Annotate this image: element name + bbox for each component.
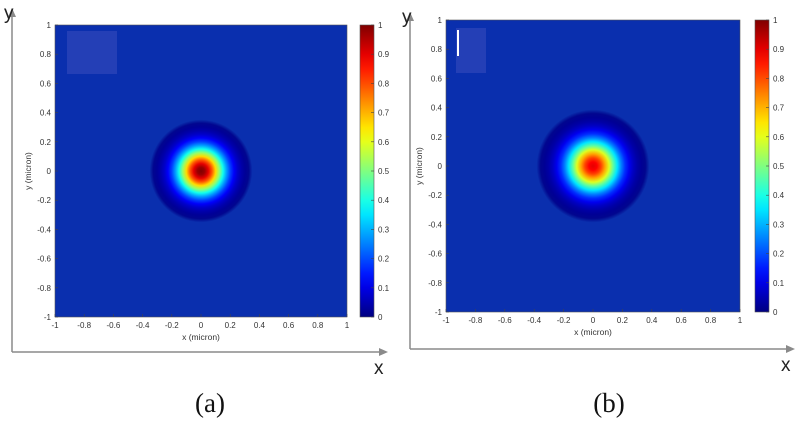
outer-y-arrowhead [406,12,414,21]
colorbar-tick-label: 0.8 [773,74,785,83]
y-tick-label: -0.4 [428,220,442,229]
colorbar-tick-label: 0.6 [378,138,390,147]
y-tick-label: 1 [438,16,443,25]
panel-1: x y -1 -0.8 -0.6 -0.4 -0.2 0 0.2 0.4 0.6 0.8 1 -1 -0.8… [402,7,795,418]
y-axis-label: y (micron) [23,152,33,190]
colorbar-tick-label: 0.3 [378,225,390,234]
x-tick-label: 0.8 [312,321,324,330]
y-tick-label: -0.2 [428,191,442,200]
x-tick-label: 0.4 [646,316,658,325]
colorbar-tick-label: 0.7 [378,109,390,118]
colorbar-tick-label: 0.8 [378,79,390,88]
x-axis-label: x (micron) [574,327,612,337]
x-tick-label: -0.8 [469,316,483,325]
panel-caption: (b) [593,388,624,418]
y-tick-label: 0 [438,162,443,171]
y-tick-label: 0 [47,167,52,176]
y-tick-label: -0.4 [37,225,51,234]
outer-x-label: x [374,358,384,379]
x-tick-label: 1 [345,321,350,330]
x-tick-label: 1 [738,316,743,325]
outer-x-arrowhead [379,348,388,356]
inset-box [67,31,117,74]
colorbar-tick-label: 0.7 [773,104,785,113]
colorbar-tick-label: 0.5 [378,167,390,176]
intensity-spot [149,119,253,223]
colorbar-tick-label: 1 [773,16,778,25]
y-tick-label: 1 [47,21,52,30]
colorbar-tick-label: 0.1 [378,284,390,293]
y-tick-label: -0.2 [37,196,51,205]
y-tick-label: 0.2 [431,133,443,142]
x-tick-label: 0.2 [617,316,629,325]
x-tick-label: 0.6 [283,321,295,330]
y-tick-label: -0.6 [428,250,442,259]
x-tick-label: 0.8 [705,316,717,325]
outer-y-arrowhead [8,8,16,17]
colorbar-tick-label: 0 [378,313,383,322]
x-tick-label: 0 [199,321,204,330]
outer-x-arrowhead [786,345,795,353]
x-tick-label: -0.2 [165,321,179,330]
colorbar-tick-label: 0 [773,308,778,317]
x-tick-label: -0.4 [136,321,150,330]
intensity-spot [536,109,650,223]
y-tick-label: -0.8 [428,279,442,288]
y-tick-label: 0.8 [40,50,52,59]
colorbar-tick-label: 1 [378,21,383,30]
x-tick-label: -0.2 [557,316,571,325]
x-tick-label: -0.6 [498,316,512,325]
y-tick-label: 0.4 [40,109,52,118]
outer-y-label: y [4,3,14,24]
x-tick-label: -1 [442,316,450,325]
colorbar-tick-label: 0.2 [773,250,785,259]
colorbar-tick-label: 0.2 [378,255,390,264]
y-tick-label: 0.6 [40,79,52,88]
inset-box [456,28,486,73]
x-tick-label: 0 [591,316,596,325]
x-axis-label: x (micron) [182,332,220,342]
x-tick-label: -0.8 [77,321,91,330]
x-tick-label: -0.4 [527,316,541,325]
y-axis-label: y (micron) [414,147,424,185]
colorbar-tick-label: 0.3 [773,220,785,229]
colorbar-tick-label: 0.9 [378,50,390,59]
y-tick-label: -0.6 [37,255,51,264]
colorbar-tick-label: 0.4 [378,196,390,205]
outer-y-label: y [402,7,412,28]
x-tick-label: 0.2 [225,321,237,330]
colorbar-tick-label: 0.4 [773,191,785,200]
panel-caption: (a) [195,388,225,418]
y-tick-label: -1 [44,313,52,322]
x-tick-label: -1 [51,321,59,330]
y-tick-label: 0.2 [40,138,52,147]
y-tick-label: 0.4 [431,104,443,113]
colorbar-tick-label: 0.6 [773,133,785,142]
colorbar-tick-label: 0.5 [773,162,785,171]
x-tick-label: 0.6 [676,316,688,325]
y-tick-label: 0.8 [431,45,443,54]
panel-0: x y -1 -0.8 -0.6 -0.4 -0.2 0 0.2 0.4 0.6 0.8 1 -1 -0.8… [4,3,390,418]
y-tick-label: -1 [435,308,443,317]
y-tick-label: -0.8 [37,284,51,293]
x-tick-label: 0.4 [254,321,266,330]
colorbar-tick-label: 0.1 [773,279,785,288]
y-tick-label: 0.6 [431,74,443,83]
outer-x-label: x [781,355,791,376]
colorbar-tick-label: 0.9 [773,45,785,54]
x-tick-label: -0.6 [107,321,121,330]
